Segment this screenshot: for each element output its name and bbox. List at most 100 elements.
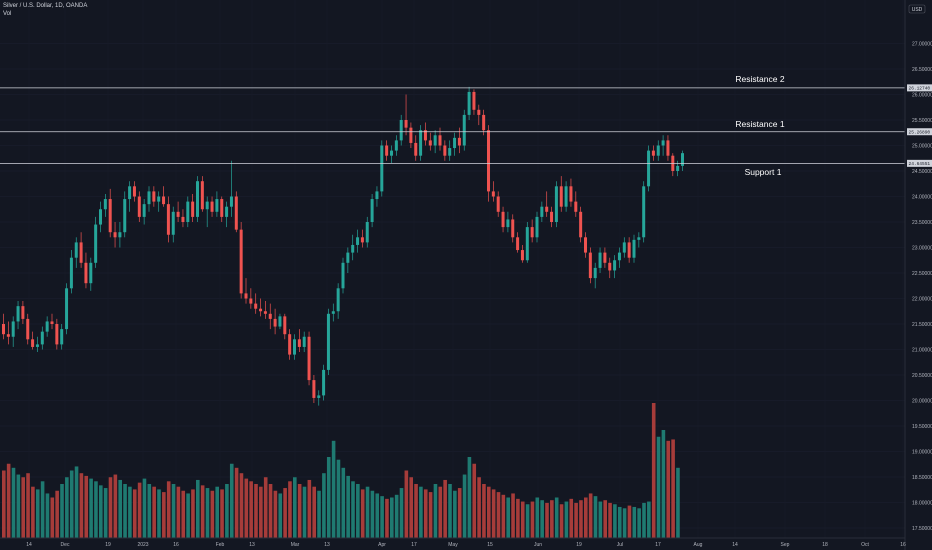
- volume-bar: [302, 486, 307, 538]
- volume-bar: [317, 490, 321, 538]
- candle: [157, 191, 161, 212]
- candle-body: [229, 196, 233, 207]
- candle: [200, 176, 204, 212]
- candle-body: [666, 140, 670, 156]
- candle: [225, 201, 229, 228]
- price-tick-label: 18.00000: [912, 500, 932, 506]
- volume-bar: [414, 484, 418, 538]
- candle-body: [278, 316, 282, 327]
- candle: [554, 181, 558, 228]
- volume-bar: [506, 497, 510, 538]
- time-tick-label: 17: [411, 542, 417, 548]
- volume-bar: [176, 486, 181, 538]
- candle-body: [661, 140, 665, 146]
- volume-bar: [656, 436, 661, 538]
- candle-body: [472, 91, 476, 110]
- candle-body: [647, 150, 651, 187]
- volume-bar: [579, 500, 583, 538]
- candle: [516, 232, 520, 253]
- volume-bar: [423, 489, 428, 538]
- candle: [656, 140, 660, 161]
- candle-body: [448, 148, 452, 156]
- volume-bar: [55, 490, 59, 538]
- candle-body: [443, 145, 447, 156]
- volume-bar: [50, 497, 55, 538]
- volume-bar: [35, 489, 40, 538]
- volume-bar: [254, 484, 258, 538]
- volume-bar: [351, 481, 355, 538]
- volume-bar: [516, 498, 520, 538]
- volume-bar: [11, 467, 16, 538]
- candle-body: [370, 199, 374, 222]
- candle: [496, 191, 500, 217]
- price-tick-label: 25.00000: [912, 143, 932, 149]
- candle-body: [356, 237, 360, 245]
- volume-bar: [157, 489, 161, 538]
- candle: [278, 313, 282, 330]
- time-tick-label: Jun: [534, 542, 542, 548]
- candle-body: [608, 262, 612, 271]
- volume-bar: [661, 430, 666, 538]
- candle-body: [457, 137, 461, 146]
- volume-bar: [428, 492, 433, 538]
- candle-body: [375, 191, 379, 200]
- chart-title[interactable]: Silver / U.S. Dollar, 1D, OANDA: [3, 3, 88, 9]
- candle-body: [579, 211, 583, 238]
- volume-bar: [520, 501, 525, 538]
- candle: [326, 308, 330, 375]
- support-1-price-text: 24.64551: [909, 161, 931, 167]
- candle: [249, 288, 253, 309]
- volume-bar: [370, 490, 375, 538]
- candle-body: [482, 114, 486, 131]
- candle-body: [550, 211, 554, 222]
- volume-bar: [404, 470, 409, 538]
- candle-body: [409, 127, 413, 143]
- candle-body: [113, 232, 117, 238]
- candle-body: [341, 262, 345, 289]
- candle-body: [419, 130, 423, 156]
- currency-badge[interactable]: USD: [908, 4, 926, 14]
- candle: [21, 301, 25, 324]
- price-tick-label: 20.50000: [912, 373, 932, 379]
- candle: [564, 181, 568, 212]
- candle: [273, 308, 277, 335]
- volume-bar: [293, 477, 297, 538]
- candle-body: [200, 181, 204, 210]
- candle: [297, 329, 301, 353]
- volume-bar: [147, 484, 152, 538]
- candle-body: [598, 252, 602, 268]
- volume-bar: [554, 497, 559, 538]
- volume-bar: [259, 486, 263, 538]
- volume-bar: [642, 502, 646, 538]
- candle-body: [525, 227, 529, 261]
- volume-bar: [196, 479, 200, 538]
- price-tick-label: 21.50000: [912, 322, 932, 328]
- candle: [569, 178, 573, 207]
- candle-body: [244, 293, 248, 299]
- price-tick-label: 23.50000: [912, 220, 932, 226]
- volume-bar: [225, 484, 229, 538]
- candle: [598, 247, 602, 273]
- volume-bar: [84, 475, 89, 538]
- candle-body: [545, 206, 549, 212]
- candle: [559, 176, 563, 212]
- candle-body: [55, 324, 59, 345]
- candle: [336, 283, 340, 319]
- candle: [545, 191, 549, 217]
- candle-body: [520, 250, 524, 261]
- volume-bar: [482, 484, 486, 538]
- volume-indicator-label[interactable]: Vol: [3, 11, 12, 17]
- horizontal-levels[interactable]: Resistance 2 Resistance 1 Support 1: [0, 74, 905, 177]
- candle: [176, 201, 180, 222]
- volume-bar: [360, 489, 365, 538]
- candle: [113, 222, 117, 248]
- volume-bar: [331, 440, 336, 538]
- volume-bar: [171, 484, 176, 538]
- candle-body: [588, 252, 592, 279]
- time-axis[interactable]: 14 Dec 19 2023 16 Feb 13 Mar 13 Apr 17 May 15 Jun 19 Ju…: [26, 542, 906, 548]
- price-axis[interactable]: 27.00000 26.50000 26.00000 25.50000 25.00000…: [912, 41, 932, 532]
- candle-body: [89, 262, 93, 284]
- candle-body: [84, 262, 88, 284]
- volume-bar: [632, 506, 637, 538]
